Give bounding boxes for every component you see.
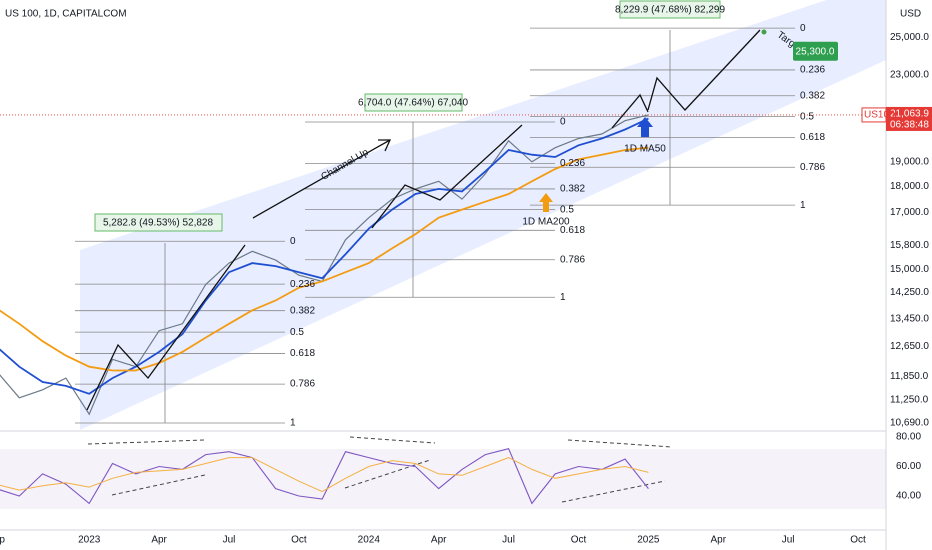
x-tick-label: Sep [0, 535, 5, 546]
y-tick-label: 15,800.0 [890, 240, 929, 251]
series-line [0, 457, 649, 493]
y-tick-label: 17,000.0 [890, 207, 929, 218]
rsi-tick-label: 40.00 [896, 491, 921, 502]
measure-box [94, 213, 223, 232]
fib-label: 0.5 [290, 327, 304, 338]
last-price-box [886, 106, 932, 131]
currency: USD [900, 9, 921, 20]
fib-label: 0 [560, 117, 566, 128]
symbol-tag: US100 [864, 110, 895, 121]
x-tick-label: Oct [850, 535, 866, 546]
y-tick-label: 14,250.0 [890, 287, 929, 298]
rsi-tick-label: 60.00 [896, 461, 921, 472]
y-tick-label: 18,000.0 [890, 181, 929, 192]
fib-label: 0.618 [800, 132, 825, 143]
last-price-label: 21,063.9 [890, 109, 929, 120]
chart-title: US 100, 1D, CAPITALCOM [5, 9, 127, 20]
fib-label: 0.382 [290, 305, 315, 316]
x-tick-label: Apr [431, 535, 447, 546]
y-tick-label: 25,000.0 [890, 32, 929, 43]
x-tick-label: Apr [151, 535, 167, 546]
x-tick-label: Apr [710, 535, 726, 546]
fib-label: 0.5 [560, 204, 574, 215]
y-tick-label: 19,000.0 [890, 156, 929, 167]
zigzags [86, 29, 761, 411]
y-tick-label: 13,450.0 [890, 313, 929, 324]
x-tick-label: Jul [782, 535, 795, 546]
measure-box [364, 93, 463, 112]
fib-label: 0 [290, 236, 296, 247]
y-tick-label: 11,250.0 [890, 394, 929, 405]
fib-label: 0.382 [800, 90, 825, 101]
rsi-trendlines [87, 436, 673, 503]
measure-box [619, 0, 721, 19]
fib-label: 1 [560, 292, 566, 303]
fib-label: 0.786 [560, 254, 585, 265]
channel-band [80, 0, 886, 430]
fib-label: 0.236 [800, 65, 825, 76]
y-tick-label: 23,000.0 [890, 70, 929, 81]
x-tick-label: 2023 [78, 535, 101, 546]
fib-label: 1 [290, 418, 296, 429]
rsi-tick-label: 80.00 [896, 432, 921, 443]
measure-label: 6,704.0 (47.64%) 67,040 [358, 98, 469, 109]
fib-label: 1 [800, 200, 806, 211]
ma200-arrow [539, 193, 553, 212]
y-tick-label: 15,000.0 [890, 264, 929, 275]
fib-label: 0.236 [290, 279, 315, 290]
fib-label: 0.382 [560, 184, 585, 195]
ma50-label: 1D MA50 [624, 144, 666, 155]
fib-label: 0.236 [560, 158, 585, 169]
fib-label: 0.618 [290, 348, 315, 359]
x-tick-label: Oct [291, 535, 307, 546]
target-dot [761, 29, 767, 35]
fib-label: 0.786 [800, 162, 825, 173]
ma50-arrow [637, 117, 653, 137]
fib-label: 0.5 [800, 111, 814, 122]
fib-label: 0 [800, 23, 806, 34]
symbol-tag-box [861, 107, 887, 123]
x-tick-label: Jul [502, 535, 515, 546]
y-tick-label: 10,690.0 [890, 418, 929, 429]
fib-label: 0.786 [290, 379, 315, 390]
y-tick-label: 11,850.0 [890, 371, 929, 382]
ma200-label: 1D MA200 [522, 217, 570, 228]
fib-label: 0.618 [560, 225, 585, 236]
rsi-band [0, 449, 886, 509]
y-tick-label: 12,650.0 [890, 341, 929, 352]
x-tick-label: 2025 [637, 535, 660, 546]
series-line [0, 146, 649, 372]
countdown: 06:38:48 [890, 120, 929, 131]
target-value: 25,300.0 [796, 46, 835, 57]
measure-label: 8,229.9 (47.68%) 82,299 [615, 5, 726, 16]
x-tick-label: Oct [571, 535, 587, 546]
series-line [0, 117, 649, 395]
x-tick-label: Jul [223, 535, 236, 546]
series-line [0, 448, 649, 505]
measure-label: 5,282.8 (49.53%) 52,828 [103, 218, 214, 229]
target-box [793, 41, 838, 61]
x-tick-label: 2024 [358, 535, 381, 546]
